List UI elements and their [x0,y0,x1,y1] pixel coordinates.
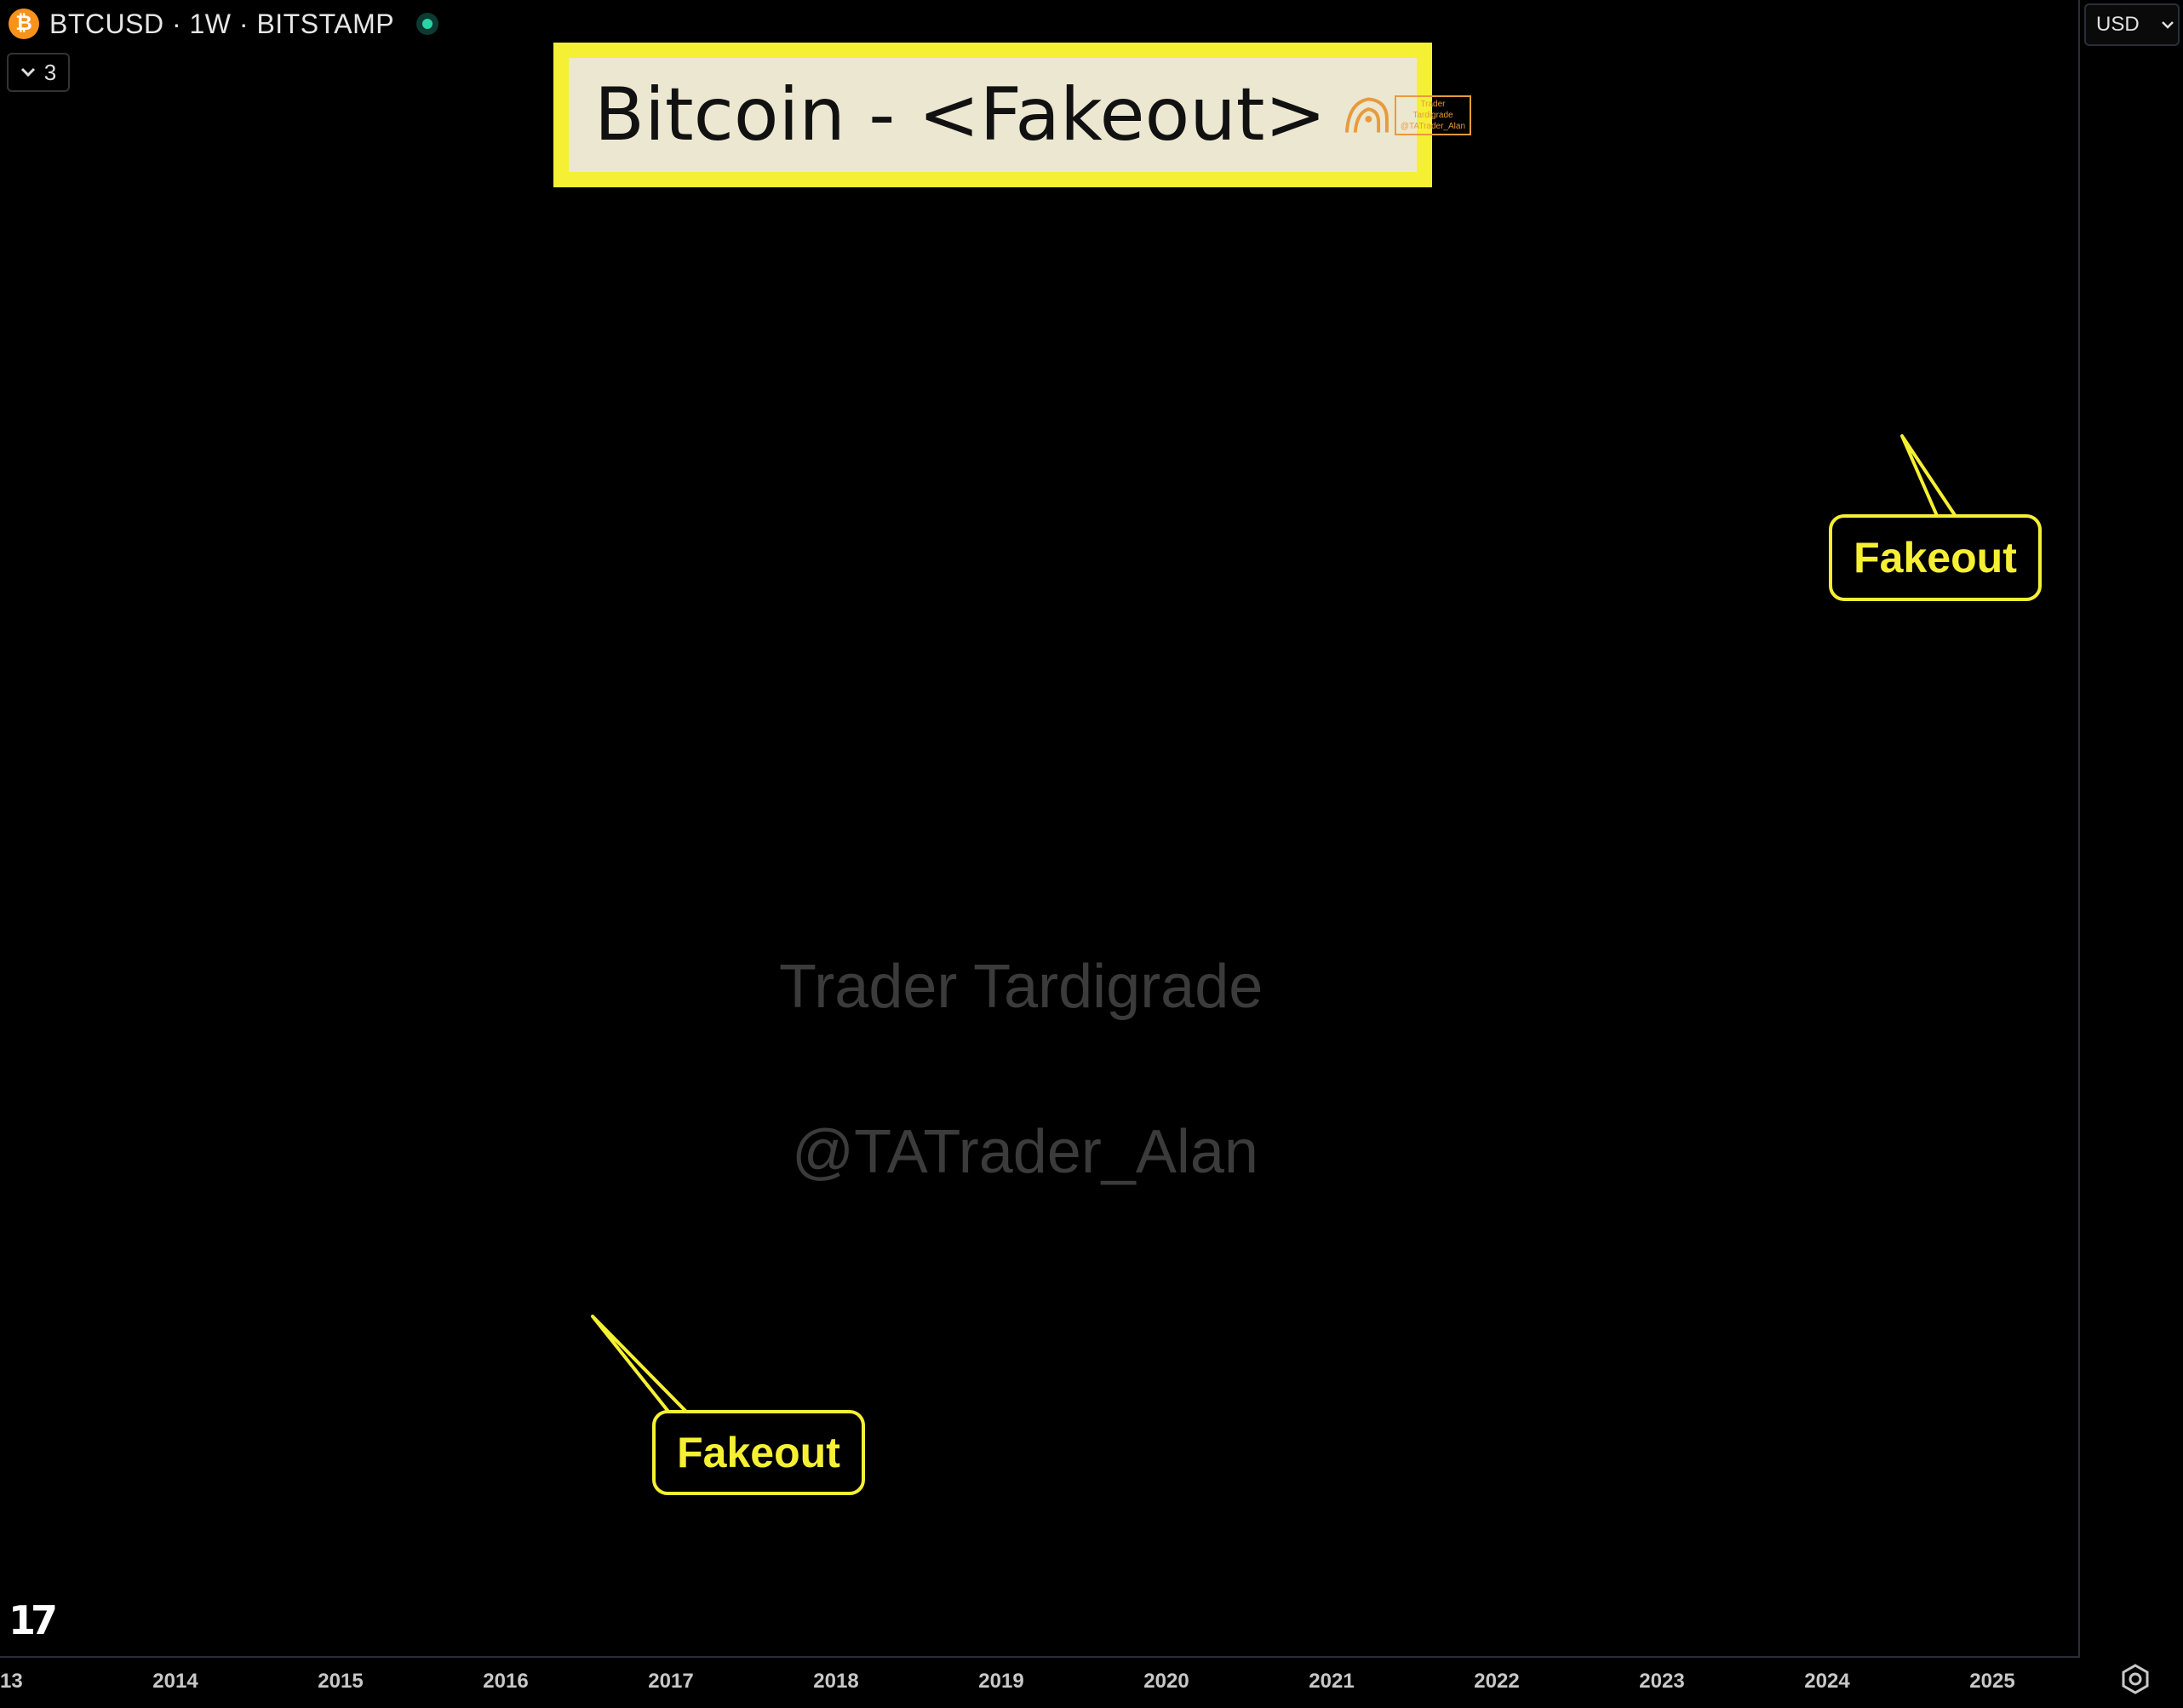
symbol-header[interactable]: ₿ BTCUSD · 1W · BITSTAMP [0,0,439,48]
time-tick-label: 2025 [1969,1670,2014,1693]
chevron-down-icon [2161,21,2174,29]
symbol-info[interactable]: BTCUSD · 1W · BITSTAMP [49,8,395,39]
tardigrade-logo-icon [1344,97,1389,133]
time-tick-label: 2022 [1474,1670,1519,1693]
tradingview-logo-icon[interactable]: 17 [9,1597,58,1643]
label-pointers [591,434,1958,1419]
price-axis-divider [2078,0,2080,1657]
time-tick-label: 2016 [483,1670,528,1693]
watermark-name: Trader Tardigrade [779,953,1263,1021]
time-tick-label: 2023 [1639,1670,1684,1693]
fakeout-pointer-2 [1900,434,1958,519]
time-tick-label: 2019 [978,1670,1023,1693]
time-tick-label: 2024 [1804,1670,1850,1693]
chart-title: Bitcoin - <Fakeout> [594,72,1326,158]
fakeout-label-2024: Fakeout [1829,514,2042,601]
chevron-down-icon [20,67,35,77]
time-axis-divider [0,1656,2080,1658]
currency-label: USD [2096,13,2140,36]
time-tick-label: 13 [0,1670,23,1693]
chart-title-box: Bitcoin - <Fakeout> Trader Tardigrade @T… [553,43,1471,187]
watermark-handle: @TATrader_Alan [792,1118,1258,1186]
market-status-icon [416,13,439,35]
currency-selector[interactable]: USD [2084,3,2180,46]
indicator-count: 3 [43,59,57,85]
time-tick-label: 2021 [1309,1670,1354,1693]
time-tick-label: 2015 [318,1670,363,1693]
time-tick-label: 2014 [152,1670,198,1693]
logo-stamp: Trader Tardigrade @TATrader_Alan [1395,95,1471,135]
bitcoin-icon: ₿ [9,9,39,39]
time-tick-label: 2017 [648,1670,693,1693]
time-tick-label: 2020 [1143,1670,1189,1693]
logo-line-2: @TATrader_Alan [1400,121,1466,131]
fakeout-label-2016: Fakeout [652,1410,865,1495]
time-axis[interactable]: 13 2014 2015 2016 2017 2018 2019 2020 2021 2022 20… [0,1670,2015,1693]
author-logo: Trader Tardigrade @TATrader_Alan [1344,94,1471,136]
logo-line-1: Trader Tardigrade [1412,99,1453,120]
indicators-collapse-button[interactable]: 3 [7,53,70,92]
settings-icon[interactable] [2118,1662,2152,1696]
fakeout-pointer-1 [591,1315,693,1419]
time-tick-label: 2018 [813,1670,858,1693]
